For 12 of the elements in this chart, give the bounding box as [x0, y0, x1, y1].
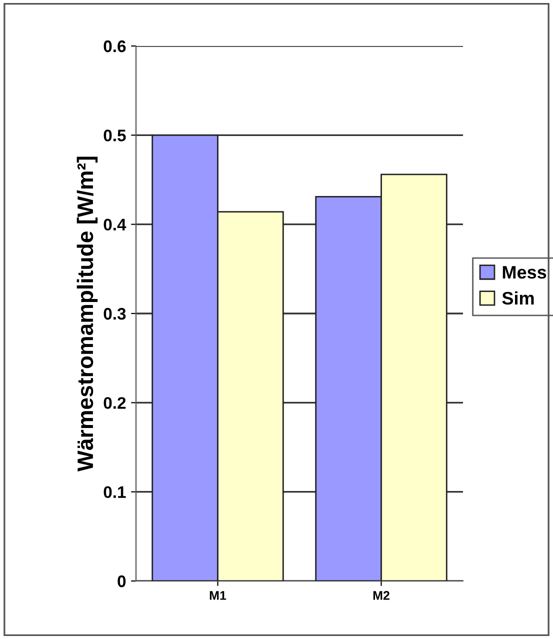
y-tick-label: 0.1 [104, 486, 126, 498]
y-tick-label: 0.3 [104, 308, 126, 320]
y-tick-label: 0.5 [104, 130, 126, 142]
legend-label: Sim [502, 291, 534, 305]
x-tick-label: M2 [373, 591, 390, 600]
y-tick-label: 0.4 [104, 218, 126, 231]
y-tick-label: 0.6 [104, 40, 126, 52]
x-tick-label: M1 [210, 591, 226, 600]
y-axis-title: Wärmestromamplitude [W/m²] [76, 156, 98, 472]
y-tick-label: 0 [118, 575, 126, 588]
y-tick-label: 0.2 [104, 397, 126, 409]
legend-label: Mess [502, 266, 546, 279]
